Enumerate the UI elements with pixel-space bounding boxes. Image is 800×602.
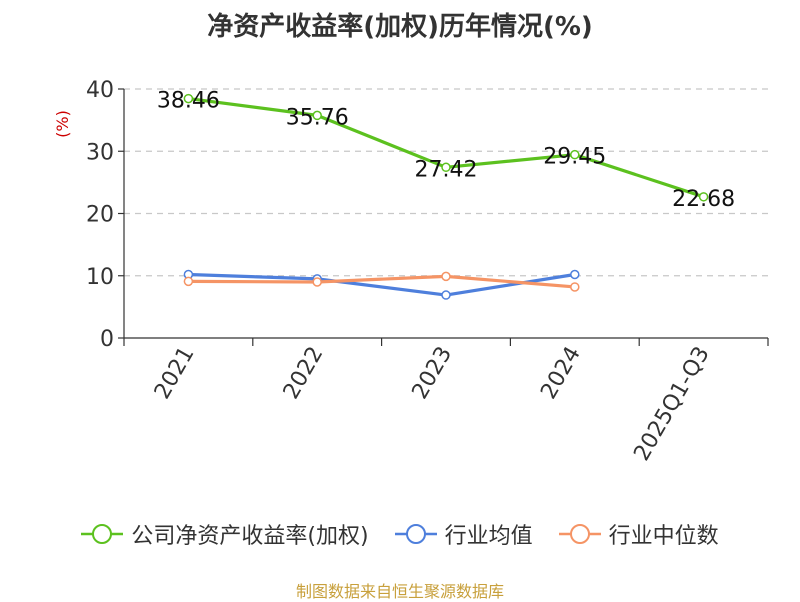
legend-item: 公司净资产收益率(加权) bbox=[81, 518, 369, 550]
legend-label: 行业中位数 bbox=[608, 524, 719, 549]
data-point bbox=[570, 282, 580, 292]
y-axis-label: (%) bbox=[53, 110, 72, 138]
legend-item: 行业均值 bbox=[394, 518, 533, 550]
data-point bbox=[312, 277, 322, 287]
data-label: 27.42 bbox=[415, 157, 478, 182]
legend-label: 行业均值 bbox=[444, 524, 533, 549]
data-point bbox=[441, 290, 451, 300]
y-tick-label: 10 bbox=[86, 265, 114, 290]
data-point bbox=[183, 276, 194, 287]
chart-title: 净资产收益率(加权)历年情况(%) bbox=[207, 12, 593, 42]
series-line bbox=[188, 274, 575, 289]
data-point bbox=[183, 93, 194, 104]
series-line bbox=[188, 272, 576, 297]
grid-layer bbox=[124, 88, 768, 277]
y-tick-label: 40 bbox=[86, 78, 114, 103]
legend-marker-icon bbox=[558, 524, 601, 544]
data-label: 38.46 bbox=[157, 89, 220, 114]
legend-marker-icon bbox=[394, 524, 437, 544]
data-point bbox=[441, 162, 451, 173]
data-point bbox=[570, 269, 580, 280]
data-point bbox=[698, 192, 709, 202]
x-tick-label: 2025Q1-Q3 bbox=[629, 343, 714, 466]
chart-legend: 公司净资产收益率(加权) 行业均值 行业中位数 bbox=[0, 518, 800, 550]
source-note: 制图数据来自恒生聚源数据库 bbox=[295, 582, 504, 601]
label-layer: 38.46 35.76 27.42 29.45 22.68 bbox=[157, 89, 735, 212]
y-tick-label: 0 bbox=[100, 327, 114, 352]
x-tick-label: 2022 bbox=[279, 343, 329, 404]
data-point bbox=[570, 149, 580, 160]
x-tick-label: 2023 bbox=[408, 343, 458, 404]
legend-item: 行业中位数 bbox=[558, 518, 719, 550]
data-label: 35.76 bbox=[286, 105, 349, 130]
y-tick-label: 30 bbox=[86, 140, 114, 165]
data-point bbox=[441, 271, 451, 282]
data-label: 22.68 bbox=[672, 187, 735, 212]
x-tick-label: 2021 bbox=[150, 343, 200, 404]
legend-label: 公司净资产收益率(加权) bbox=[131, 524, 369, 549]
x-tick-label: 2024 bbox=[536, 343, 586, 404]
series-layer bbox=[183, 93, 709, 300]
data-point bbox=[312, 110, 322, 121]
y-tick-label: 20 bbox=[86, 203, 114, 228]
legend-marker-icon bbox=[81, 524, 124, 544]
data-label: 29.45 bbox=[543, 145, 606, 170]
